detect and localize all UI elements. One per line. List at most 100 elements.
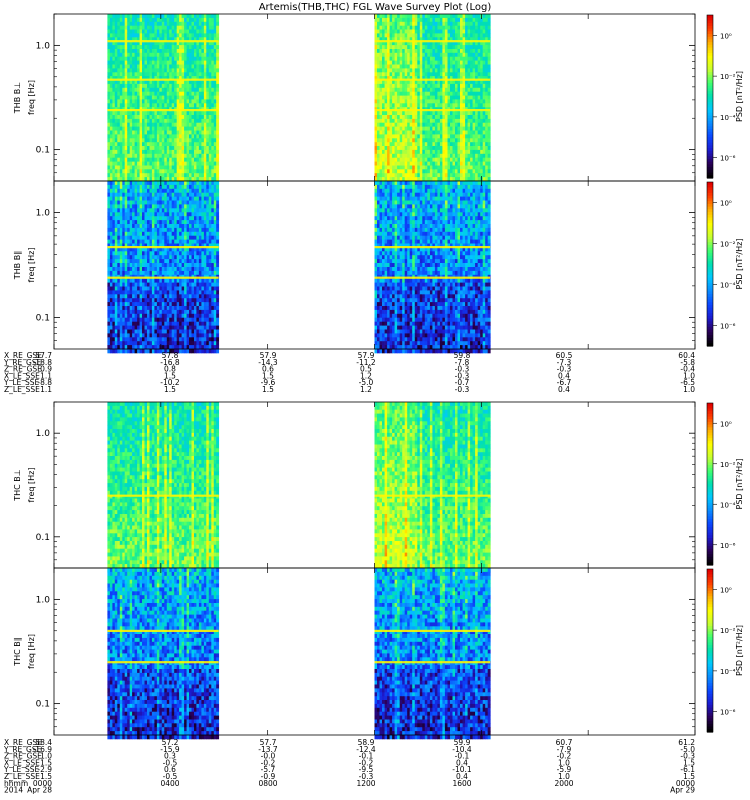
spectrogram-cell bbox=[127, 157, 131, 162]
spectrogram-cell bbox=[201, 149, 205, 155]
spectrogram-cell bbox=[482, 52, 486, 58]
spectrogram-cell bbox=[139, 235, 143, 241]
spectrogram-cell bbox=[147, 14, 150, 19]
spectrogram-cell bbox=[450, 177, 453, 182]
spectrogram-cell bbox=[407, 161, 411, 166]
spectrogram-cell bbox=[142, 157, 145, 162]
spectrogram-cell bbox=[107, 161, 111, 166]
spectrogram-cell bbox=[161, 126, 165, 131]
spectrogram-cell bbox=[429, 157, 433, 162]
spectrogram-cell bbox=[127, 270, 131, 276]
spectrogram-cell bbox=[114, 118, 118, 124]
spectrogram-cell bbox=[387, 126, 391, 131]
spectrogram-cell bbox=[132, 235, 135, 241]
spectrogram-cell bbox=[119, 87, 123, 93]
spectrogram-cell bbox=[419, 91, 423, 96]
spectrogram-cell bbox=[161, 161, 165, 166]
spectrogram-cell bbox=[114, 220, 118, 225]
spectrogram-cell bbox=[412, 37, 416, 42]
spectrogram-cell bbox=[382, 87, 385, 93]
spectrogram-cell bbox=[169, 115, 173, 120]
spectrogram-cell bbox=[147, 204, 150, 209]
spectrogram-cell bbox=[487, 161, 491, 166]
spectrogram-cell bbox=[444, 161, 448, 166]
spectrogram-cell bbox=[384, 14, 388, 19]
spectrogram-cell bbox=[392, 29, 396, 34]
spectrogram-cell bbox=[129, 49, 133, 54]
spectrogram-cell bbox=[107, 188, 111, 194]
spectrogram-cell bbox=[399, 134, 403, 139]
spectrogram-cell bbox=[417, 64, 421, 69]
spectrogram-cell bbox=[379, 37, 383, 42]
spectrogram-cell bbox=[407, 64, 411, 69]
spectrogram-cell bbox=[149, 68, 153, 73]
spectrogram-cell bbox=[134, 333, 138, 338]
spectrogram-cell bbox=[119, 184, 123, 190]
spectrogram-cell bbox=[432, 157, 436, 162]
spectrogram-cell bbox=[457, 21, 461, 27]
spectrogram-cell bbox=[122, 134, 126, 139]
spectrogram-cell bbox=[196, 80, 200, 85]
spectrogram-cell bbox=[198, 169, 202, 174]
spectrogram-cell bbox=[482, 80, 486, 85]
spectrogram-cell bbox=[387, 169, 391, 174]
spectrogram-cell bbox=[156, 68, 160, 73]
spectrogram-cell bbox=[419, 17, 423, 23]
spectrogram-cell bbox=[124, 134, 128, 139]
spectrogram-cell bbox=[387, 60, 391, 65]
spectrogram-cell bbox=[171, 37, 175, 42]
spectrogram-cell bbox=[117, 247, 121, 252]
spectrogram-cell bbox=[196, 14, 200, 19]
spectrogram-cell bbox=[154, 313, 158, 319]
spectrogram-cell bbox=[137, 317, 140, 323]
spectrogram-cell bbox=[208, 83, 212, 89]
spectrogram-cell bbox=[181, 37, 185, 42]
spectrogram-cell bbox=[397, 169, 401, 174]
spectrogram-cell bbox=[149, 33, 153, 38]
spectrogram-cell bbox=[149, 126, 153, 131]
spectrogram-cell bbox=[132, 298, 135, 303]
spectrogram-cell bbox=[198, 25, 202, 30]
spectrogram-cell bbox=[142, 165, 145, 170]
spectrogram-cell bbox=[460, 91, 463, 96]
spectrogram-cell bbox=[176, 103, 180, 108]
spectrogram-cell bbox=[129, 169, 133, 174]
spectrogram-cell bbox=[161, 37, 165, 42]
spectrogram-cell bbox=[387, 115, 391, 120]
spectrogram-cell bbox=[387, 72, 391, 77]
spectrogram-cell bbox=[439, 138, 443, 143]
spectrogram-cell bbox=[379, 138, 383, 143]
spectrogram-cell bbox=[387, 49, 391, 54]
spectrogram-cell bbox=[109, 192, 113, 198]
spectrogram-cell bbox=[142, 122, 145, 127]
spectrogram-cell bbox=[201, 68, 205, 73]
spectrogram-cell bbox=[208, 134, 212, 139]
spectrogram-cell bbox=[437, 126, 441, 131]
spectrogram-cell bbox=[112, 49, 116, 54]
spectrogram-cell bbox=[394, 103, 398, 108]
spectrogram-cell bbox=[419, 122, 423, 127]
spectrogram-cell bbox=[387, 161, 391, 166]
spectrogram-cell bbox=[119, 208, 123, 213]
spectrogram-cell bbox=[144, 294, 148, 299]
spectrogram-cell bbox=[472, 153, 476, 159]
spectrogram-cell bbox=[134, 255, 138, 260]
spectrogram-cell bbox=[132, 83, 135, 89]
spectrogram-cell bbox=[139, 68, 143, 73]
spectrogram-cell bbox=[151, 64, 155, 69]
spectrogram-cell bbox=[127, 149, 131, 155]
spectrogram-cell bbox=[127, 212, 131, 217]
spectrogram-cell bbox=[472, 130, 476, 135]
spectrogram-cell bbox=[132, 99, 135, 104]
spectrogram-cell bbox=[475, 169, 479, 174]
spectrogram-cell bbox=[119, 270, 123, 276]
spectrogram-cell bbox=[211, 87, 215, 93]
spectrogram-cell bbox=[161, 157, 165, 162]
spectrogram-cell bbox=[184, 45, 187, 50]
spectrogram-cell bbox=[134, 64, 138, 69]
spectrogram-cell bbox=[409, 149, 413, 155]
spectrogram-cell bbox=[470, 103, 474, 108]
spectrogram-cell bbox=[186, 49, 190, 54]
spectrogram-cell bbox=[114, 302, 118, 307]
